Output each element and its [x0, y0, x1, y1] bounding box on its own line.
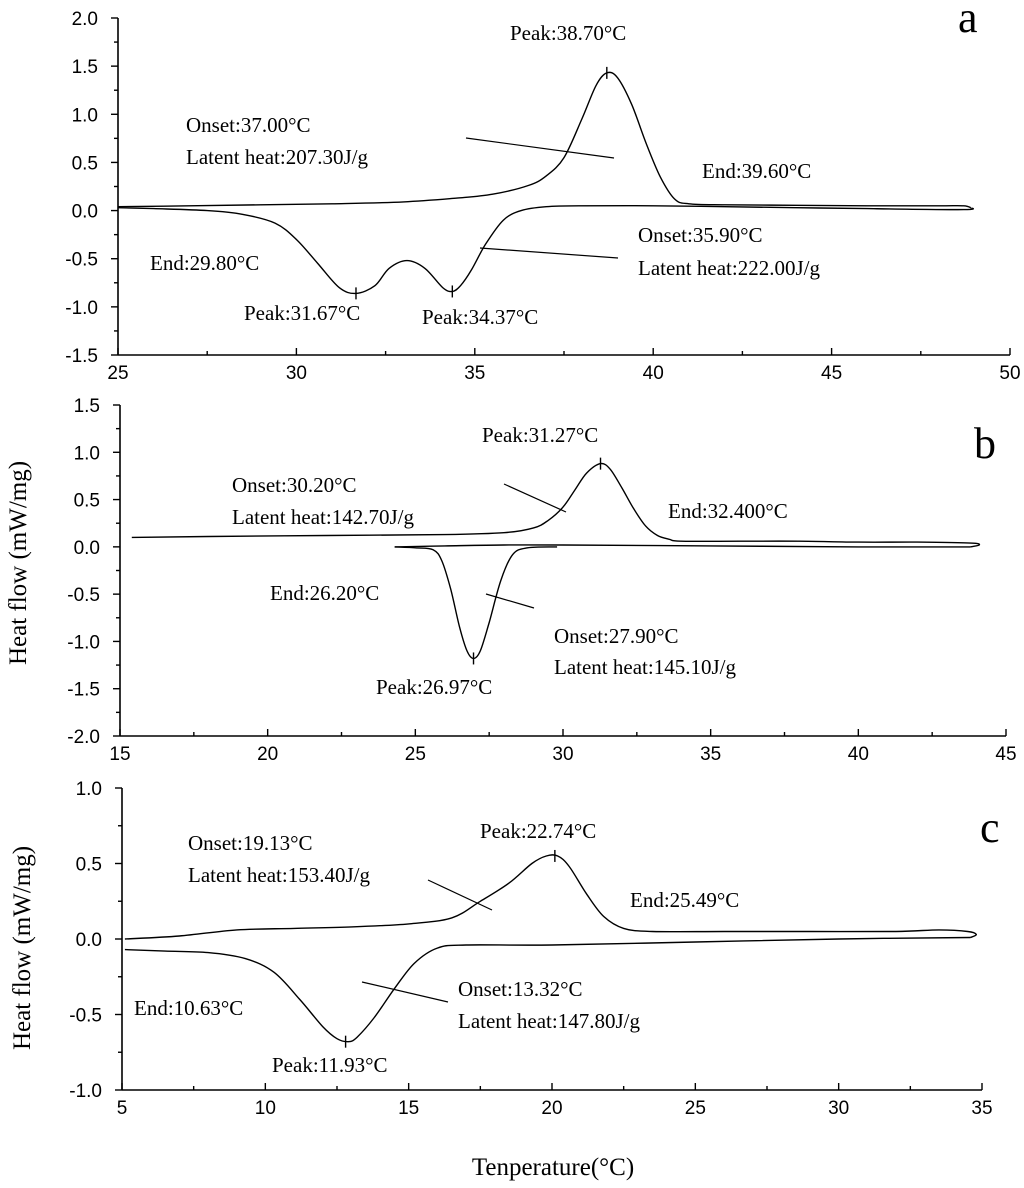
panel-a-end2-label: End:29.80°C	[150, 251, 259, 275]
panel-a-x-tick-label: 30	[286, 363, 307, 384]
panel-b: 15 20 25 30 35 40 45 1.5 1.0 0.5 0.0 -0.5 -1.0 -1.5 -2…	[67, 396, 1016, 765]
panel-b-ticks: 15 20 25 30 35 40 45 1.5 1.0 0.5 0.0 -0.5 -1.0 -1.5 -2…	[67, 396, 1016, 765]
panel-a-heating-curve	[117, 71, 972, 209]
panel-a-y-tick-label: 1.0	[72, 105, 98, 126]
panel-b-peak1-label: Peak:31.27°C	[482, 423, 598, 447]
panel-a-y-tick-label: -1.5	[65, 346, 98, 367]
panel-c-x-tick-label: 20	[541, 1098, 562, 1119]
panel-a-x-tick-label: 25	[107, 363, 128, 384]
panel-b-y-tick-label: -1.5	[67, 680, 100, 701]
panel-b-onset1-label: Onset:30.20°C	[232, 473, 356, 497]
panel-a-x-tick-label: 35	[464, 363, 485, 384]
panel-a-x-tick-label: 45	[821, 363, 842, 384]
panel-c-x-tick-label: 5	[117, 1098, 128, 1119]
panel-a-onset2-label: Onset:35.90°C	[638, 223, 762, 247]
panel-c-curves	[124, 849, 977, 1048]
panel-b-y-tick-label: -1.0	[67, 632, 100, 653]
panel-c-latent2-label: Latent heat:147.80J/g	[458, 1009, 640, 1033]
panel-b-leader-cooling	[485, 593, 535, 609]
panel-a-leader-heating	[465, 137, 615, 159]
panel-a-letter: a	[958, 0, 978, 42]
panel-c-letter: c	[980, 803, 1000, 852]
panel-b-y-tick-label: -0.5	[67, 585, 100, 606]
panel-c-y-axis-title: Heat flow (mW/mg)	[9, 846, 36, 1050]
panel-b-y-tick-label: 0.0	[74, 538, 100, 559]
panel-c-ticks: 5 10 15 20 25 30 35 1.0 0.5 0.0 -0.5 -1.0	[69, 779, 992, 1119]
panel-b-x-tick-label: 45	[995, 744, 1016, 765]
panel-a-latent2-label: Latent heat:222.00J/g	[638, 256, 820, 280]
panel-c-peak2-label: Peak:11.93°C	[272, 1053, 388, 1077]
panel-c-y-tick-label: -1.0	[69, 1081, 102, 1102]
panel-c-leader-cooling	[361, 981, 449, 1003]
panel-a-x-tick-label: 50	[999, 363, 1020, 384]
panel-b-peak2-label: Peak:26.97°C	[376, 675, 492, 699]
panel-c-end1-label: End:25.49°C	[630, 888, 739, 912]
panel-a-y-tick-label: -0.5	[65, 250, 98, 271]
panel-a-y-tick-label: -1.0	[65, 298, 98, 319]
panel-a-cooling-curve	[117, 204, 974, 295]
panel-a-leader-cooling	[479, 247, 619, 259]
panel-b-x-tick-label: 25	[405, 744, 426, 765]
panel-a-x-tick-label: 40	[643, 363, 664, 384]
panel-c-x-tick-label: 25	[685, 1098, 706, 1119]
panel-a-y-tick-label: 1.5	[72, 57, 98, 78]
panel-c-y-tick-label: 0.0	[76, 930, 102, 951]
panel-a-onset1-label: Onset:37.00°C	[186, 113, 310, 137]
panel-c-y-tick-label: 1.0	[76, 779, 102, 800]
panel-b-x-tick-label: 40	[848, 744, 869, 765]
panel-b-x-tick-label: 30	[552, 744, 573, 765]
panel-c-leaders	[361, 879, 493, 1003]
panel-b-curves	[131, 457, 981, 665]
x-axis-title: Tenperature(°C)	[472, 1154, 634, 1181]
panel-a-y-tick-label: 0.5	[72, 153, 98, 174]
panel-b-heating-curve	[131, 462, 981, 548]
panel-c-y-tick-label: -0.5	[69, 1006, 102, 1027]
panel-b-end1-label: End:32.400°C	[668, 499, 788, 523]
panel-b-onset2-label: Onset:27.90°C	[554, 624, 678, 648]
panel-c-y-tick-label: 0.5	[76, 855, 102, 876]
panel-b-y-axis-title: Heat flow (mW/mg)	[5, 461, 32, 665]
panel-c-leader-heating	[427, 879, 493, 911]
panel-c-x-tick-label: 10	[255, 1098, 276, 1119]
panel-b-letter: b	[974, 419, 996, 468]
panel-b-latent1-label: Latent heat:142.70J/g	[232, 505, 414, 529]
panel-c-end2-label: End:10.63°C	[134, 996, 243, 1020]
panel-c-latent1-label: Latent heat:153.40J/g	[188, 863, 370, 887]
panel-b-latent2-label: Latent heat:145.10J/g	[554, 655, 736, 679]
panel-a-peak2-label: Peak:31.67°C	[244, 301, 360, 325]
panel-a-leaders	[465, 137, 619, 259]
panel-c-cooling-curve	[124, 936, 971, 1043]
panel-b-x-tick-label: 20	[257, 744, 278, 765]
panel-a-curves	[117, 66, 974, 300]
panel-b-end2-label: End:26.20°C	[270, 581, 379, 605]
panel-c-x-tick-label: 15	[398, 1098, 419, 1119]
panel-c-peak1-label: Peak:22.74°C	[480, 819, 596, 843]
panel-b-leaders	[485, 483, 567, 609]
panel-b-leader-heating	[503, 483, 567, 513]
panel-b-x-tick-label: 35	[700, 744, 721, 765]
panel-b-y-tick-label: 0.5	[74, 491, 100, 512]
panel-a-y-tick-label: 0.0	[72, 202, 98, 223]
panel-b-x-tick-label: 15	[109, 744, 130, 765]
panel-b-y-tick-label: 1.0	[74, 443, 100, 464]
panel-c-onset2-label: Onset:13.32°C	[458, 977, 582, 1001]
panel-a: 25 30 35 40 45 502.01.51.00.50.0-0.5-1.0-1.5 …	[65, 0, 1020, 384]
panel-a-latent1-label: Latent heat:207.30J/g	[186, 145, 368, 169]
panel-a-end1-label: End:39.60°C	[702, 159, 811, 183]
panel-b-y-tick-label: 1.5	[74, 396, 100, 417]
panel-a-peak3-label: Peak:34.37°C	[422, 305, 538, 329]
panel-a-peak1-label: Peak:38.70°C	[510, 21, 626, 45]
panel-c: 5 10 15 20 25 30 35 1.0 0.5 0.0 -0.5 -1.0 c Onset:1…	[69, 779, 999, 1119]
panel-b-cooling-return-curve	[394, 544, 971, 548]
panel-a-ticks: 25 30 35 40 45 50 2.0 1.5 1.0 0.5 0.0 -0.5 -1.0 -1.5	[65, 9, 1020, 384]
panel-c-onset1-label: Onset:19.13°C	[188, 831, 312, 855]
panel-c-x-tick-label: 30	[828, 1098, 849, 1119]
panel-a-y-tick-label: 2.0	[72, 9, 98, 30]
panel-c-heating-curve	[124, 854, 977, 940]
panel-b-y-tick-label: -2.0	[67, 727, 100, 748]
panel-b-cooling-curve	[394, 546, 558, 660]
panel-c-x-tick-label: 35	[971, 1098, 992, 1119]
